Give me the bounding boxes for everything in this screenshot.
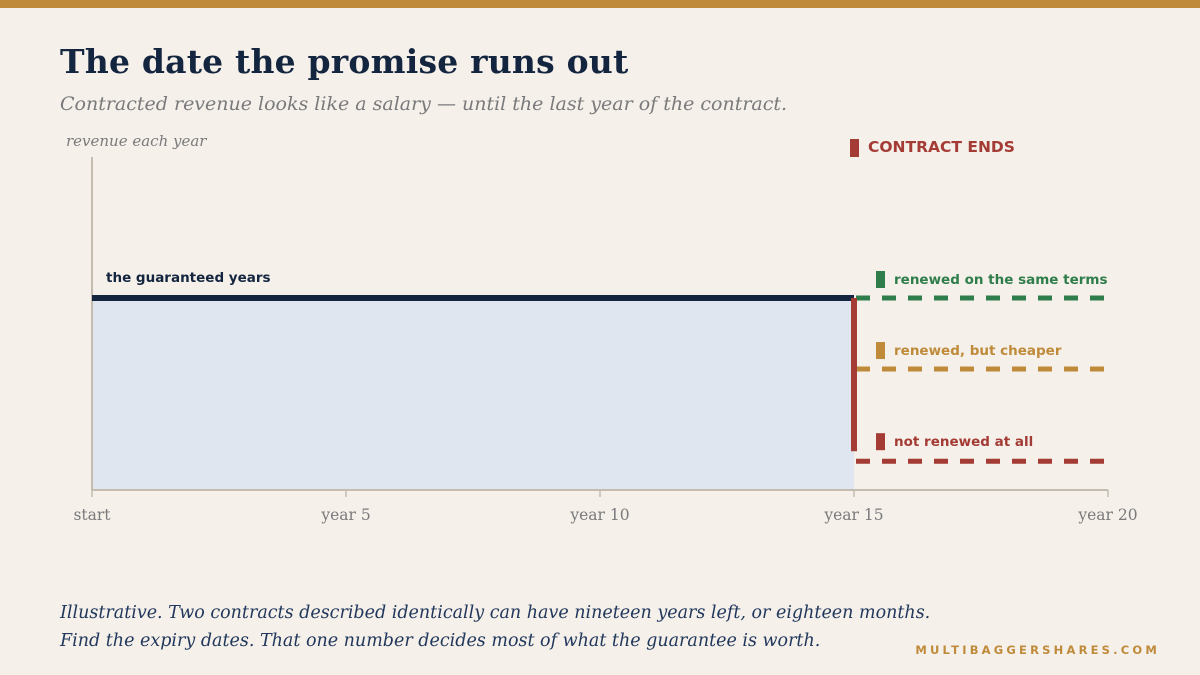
footnote-line-2: Find the expiry dates. That one number d… [60,631,821,651]
x-tick-label-1: year 5 [320,506,370,524]
scenario-label-1: renewed, but cheaper [894,343,1062,359]
scenario-label-2: not renewed at all [894,434,1033,450]
x-tick-label-3: year 15 [823,506,883,524]
footnote: Illustrative. Two contracts described id… [60,599,930,655]
y-axis-label: revenue each year [66,132,207,150]
x-tick-label-0: start [73,506,111,524]
scenario-marker-1 [876,342,885,360]
scenario-marker-0 [876,271,885,288]
x-tick-label-4: year 20 [1077,506,1137,524]
chart-title: The date the promise runs out [60,42,629,81]
footnote-line-1: Illustrative. Two contracts described id… [60,603,931,623]
guaranteed-revenue-area [92,298,854,490]
guaranteed-years-label: the guaranteed years [106,270,271,286]
top-accent-bar [0,0,1200,8]
brand-wordmark: MULTIBAGGERSHARES.COM [915,643,1160,657]
chart-subtitle: Contracted revenue looks like a salary —… [60,93,788,115]
x-tick-label-2: year 10 [569,506,629,524]
revenue-chart: start year 5 year 10 year 15 year 20 renewed … [66,132,1138,524]
contract-ends-marker [850,139,859,157]
contract-ends-label: CONTRACT ENDS [868,138,1015,156]
scenario-label-0: renewed on the same terms [894,272,1108,288]
scenario-marker-2 [876,433,885,451]
